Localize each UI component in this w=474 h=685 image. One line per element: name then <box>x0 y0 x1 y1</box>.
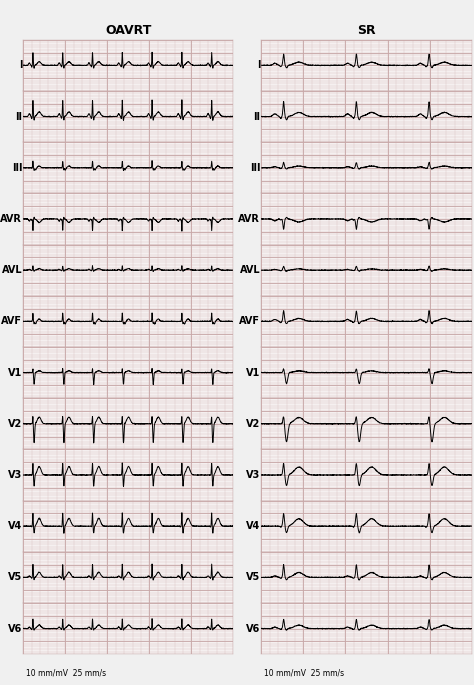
Text: OAVRT: OAVRT <box>105 24 152 36</box>
Text: V2: V2 <box>8 419 22 429</box>
Text: I: I <box>18 60 22 71</box>
Text: AVL: AVL <box>1 265 22 275</box>
Text: AVF: AVF <box>1 316 22 326</box>
Text: V1: V1 <box>8 368 22 377</box>
Text: AVL: AVL <box>240 265 260 275</box>
Text: 10 mm/mV  25 mm/s: 10 mm/mV 25 mm/s <box>264 669 344 677</box>
Text: V5: V5 <box>8 573 22 582</box>
Text: II: II <box>253 112 260 121</box>
Text: 10 mm/mV  25 mm/s: 10 mm/mV 25 mm/s <box>26 669 106 677</box>
Text: AVR: AVR <box>238 214 260 224</box>
Text: V1: V1 <box>246 368 260 377</box>
Text: V4: V4 <box>246 521 260 531</box>
Text: SR: SR <box>357 24 376 36</box>
Text: AVR: AVR <box>0 214 22 224</box>
Text: V4: V4 <box>8 521 22 531</box>
Text: II: II <box>15 112 22 121</box>
Text: V2: V2 <box>246 419 260 429</box>
Text: V6: V6 <box>246 623 260 634</box>
Text: III: III <box>12 163 22 173</box>
Text: V3: V3 <box>246 470 260 480</box>
Text: AVF: AVF <box>239 316 260 326</box>
Text: V3: V3 <box>8 470 22 480</box>
Text: V6: V6 <box>8 623 22 634</box>
Text: I: I <box>257 60 260 71</box>
Text: III: III <box>250 163 260 173</box>
Text: V5: V5 <box>246 573 260 582</box>
